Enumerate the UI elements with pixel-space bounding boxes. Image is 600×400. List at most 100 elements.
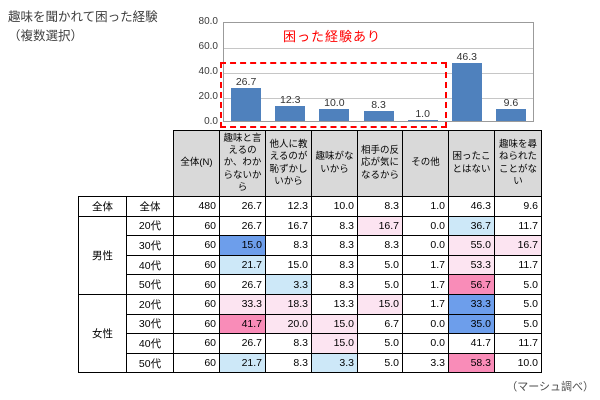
bar-1 [275, 105, 306, 121]
value-cell: 26.7 [219, 333, 266, 354]
n-cell: 60 [173, 333, 220, 354]
value-cell: 1.0 [402, 196, 449, 217]
value-cell: 5.0 [494, 293, 542, 315]
results-table: 全体(N) 趣味と言えるのか、わからないから 他人に教えるのが恥ずかしいから 趣味がな… [78, 130, 542, 374]
value-cell: 8.3 [311, 274, 358, 295]
age-cell: 50代 [126, 274, 174, 295]
bar-value-label: 26.7 [235, 75, 257, 88]
value-cell: 3.3 [402, 352, 449, 374]
value-cell: 0.0 [402, 313, 449, 335]
value-cell: 5.0 [494, 313, 542, 335]
value-cell: 8.3 [265, 352, 312, 374]
value-cell: 11.7 [494, 215, 542, 237]
value-cell: 9.6 [494, 196, 542, 217]
group-cell: 男性 [78, 215, 127, 295]
age-cell: 20代 [126, 293, 174, 315]
y-axis-tick: 0.0 [204, 116, 218, 127]
annotation-label: 困った経験あり [283, 29, 382, 44]
header-cell: 趣味と言えるのか、わからないから [219, 130, 266, 197]
value-cell: 3.3 [265, 274, 312, 295]
bar-value-label: 12.3 [279, 93, 301, 106]
value-cell: 1.7 [402, 274, 449, 295]
bar-3 [363, 110, 394, 121]
value-cell: 33.3 [448, 293, 495, 315]
bar-0 [231, 87, 262, 121]
y-axis-tick: 20.0 [198, 91, 218, 102]
value-cell: 15.0 [311, 333, 358, 354]
value-cell: 8.3 [311, 254, 358, 276]
value-cell: 0.0 [402, 333, 449, 354]
value-cell: 15.0 [311, 313, 358, 335]
y-axis-tick: 80.0 [198, 16, 218, 27]
value-cell: 26.7 [219, 196, 266, 217]
value-cell: 5.0 [494, 274, 542, 295]
value-cell: 8.3 [311, 235, 358, 256]
value-cell: 58.3 [448, 352, 495, 374]
gridline [224, 73, 533, 74]
bar-value-label: 8.3 [371, 98, 386, 111]
value-cell: 13.3 [311, 293, 358, 315]
header-cell: 困ったことはない [448, 130, 495, 197]
value-cell: 6.7 [357, 313, 403, 335]
gridline [224, 48, 533, 49]
value-cell: 8.3 [265, 235, 312, 256]
value-cell: 20.0 [265, 313, 312, 335]
header-cell: 趣味がないから [311, 130, 358, 197]
value-cell: 16.7 [494, 235, 542, 256]
value-cell: 1.7 [402, 254, 449, 276]
header-cell: その他 [402, 130, 449, 197]
value-cell: 8.3 [357, 196, 403, 217]
value-cell: 26.7 [219, 215, 266, 237]
n-cell: 60 [173, 254, 220, 276]
source-note: （マーシュ調べ） [506, 381, 594, 393]
value-cell: 11.7 [494, 333, 542, 354]
bar-value-label: 10.0 [324, 96, 345, 109]
value-cell: 33.3 [219, 293, 266, 315]
value-cell: 8.3 [311, 215, 358, 237]
value-cell: 10.0 [311, 196, 358, 217]
age-cell: 30代 [126, 313, 174, 335]
value-cell: 55.0 [448, 235, 495, 256]
n-cell: 60 [173, 215, 220, 237]
value-cell: 56.7 [448, 274, 495, 295]
value-cell: 46.3 [448, 196, 495, 217]
value-cell: 36.7 [448, 215, 495, 237]
value-cell: 0.0 [402, 215, 449, 237]
value-cell: 15.0 [219, 235, 266, 256]
plot-area: 26.7 12.3 10.0 8.3 1.0 46.3 9.6 [223, 22, 534, 122]
value-cell: 10.0 [494, 352, 542, 374]
bar-2 [319, 108, 350, 121]
page-title: 趣味を聞かれて困った経験 （複数選択） [8, 8, 218, 47]
value-cell: 21.7 [219, 352, 266, 374]
value-cell: 35.0 [448, 313, 495, 335]
n-cell: 480 [173, 196, 220, 217]
y-axis-tick: 60.0 [198, 41, 218, 52]
header-cell: 全体(N) [173, 130, 220, 197]
header-blank-cell [127, 131, 174, 197]
value-cell: 5.0 [357, 254, 403, 276]
age-cell: 40代 [126, 333, 174, 354]
header-cell: 相手の反応が気になるから [357, 130, 403, 197]
annotation-dashed-box [220, 62, 447, 128]
value-cell: 5.0 [357, 352, 403, 374]
page-title-line1: 趣味を聞かれて困った経験 [8, 10, 158, 24]
value-cell: 8.3 [265, 333, 312, 354]
value-cell: 21.7 [219, 254, 266, 276]
group-cell: 女性 [78, 293, 127, 374]
value-cell: 16.7 [357, 215, 403, 237]
bar-value-label: 46.3 [456, 51, 477, 64]
value-cell: 1.7 [402, 293, 449, 315]
value-cell: 3.3 [311, 352, 358, 374]
value-cell: 8.3 [357, 235, 403, 256]
y-axis-tick: 40.0 [198, 66, 218, 77]
value-cell: 18.3 [265, 293, 312, 315]
header-blank-cell [79, 131, 127, 197]
bar-4 [407, 119, 438, 121]
age-cell: 全体 [126, 196, 174, 217]
value-cell: 5.0 [357, 274, 403, 295]
value-cell: 41.7 [448, 333, 495, 354]
value-cell: 53.3 [448, 254, 495, 276]
n-cell: 60 [173, 235, 220, 256]
value-cell: 5.0 [357, 333, 403, 354]
